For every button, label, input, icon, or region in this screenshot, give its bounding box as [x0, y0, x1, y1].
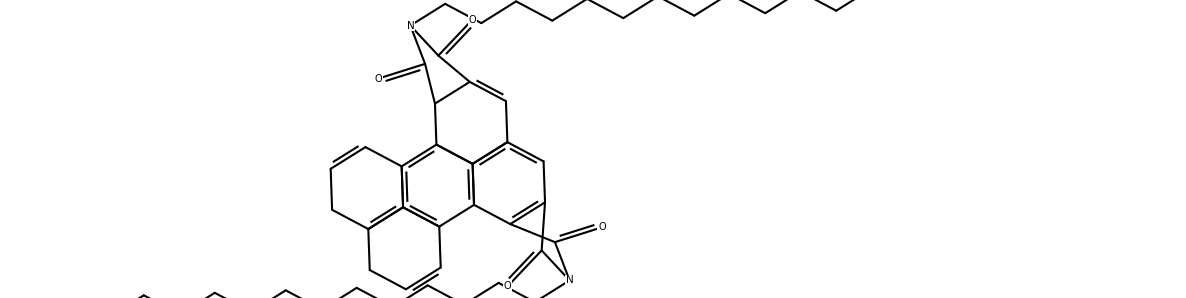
- Text: O: O: [375, 74, 382, 84]
- Text: N: N: [566, 275, 574, 285]
- Text: O: O: [504, 281, 511, 291]
- Text: O: O: [598, 222, 606, 232]
- Text: N: N: [407, 21, 414, 31]
- Text: O: O: [468, 15, 476, 25]
